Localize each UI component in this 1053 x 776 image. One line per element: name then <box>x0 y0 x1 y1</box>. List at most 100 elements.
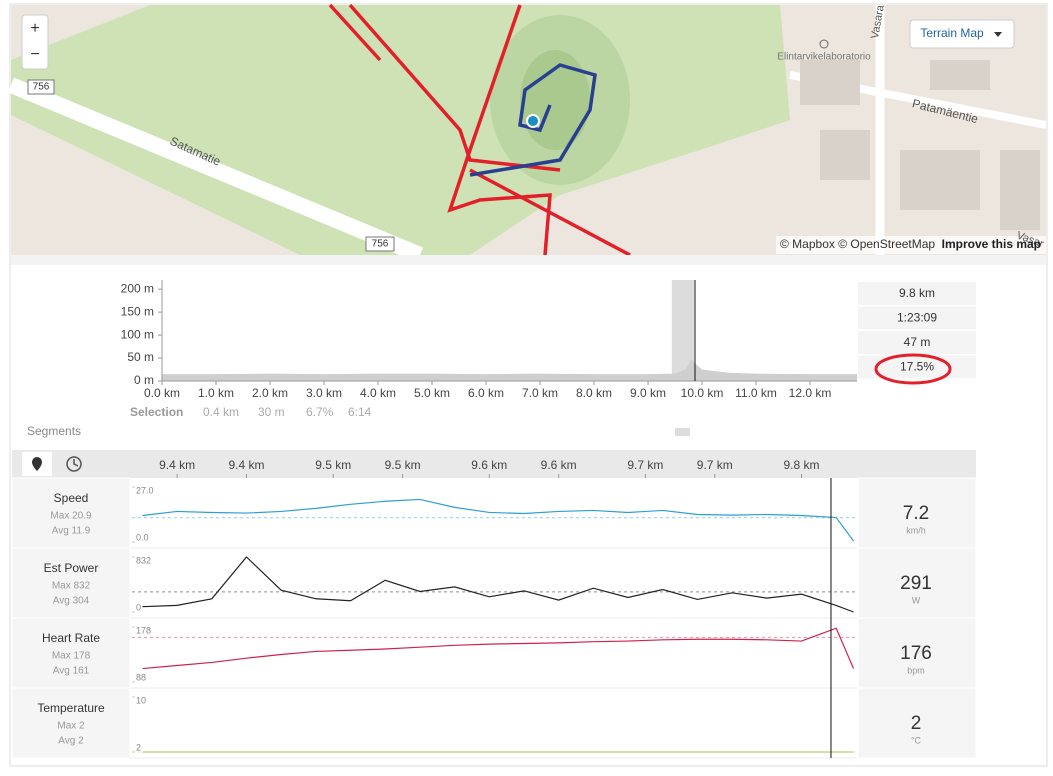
stream-current: 7.2 <box>903 503 929 524</box>
stream-current: 291 <box>900 573 932 594</box>
x-tick-label: 0.0 km <box>144 386 180 400</box>
y-tick-label: 178 <box>136 625 151 635</box>
stat-value: 47 m <box>904 335 931 349</box>
stream-avg: Avg 304 <box>53 596 90 607</box>
row-label-panel <box>11 477 131 549</box>
row-value-panel <box>857 547 977 619</box>
y-tick-label: 0 m <box>134 373 154 387</box>
selection-value: 6:14 <box>348 405 372 419</box>
selection-value: 6.7% <box>306 405 334 419</box>
stat-box <box>858 331 976 354</box>
selection-value: 30 m <box>258 405 285 419</box>
zoom-control[interactable] <box>21 14 49 70</box>
dropdown-arrow <box>994 32 1002 37</box>
stream-current: 2 <box>911 713 922 734</box>
stream-line <box>142 556 854 613</box>
stream-name: Temperature <box>37 701 105 715</box>
stat-box <box>858 306 976 330</box>
x-tick-label: 9.8 km <box>783 458 819 472</box>
stat-value: 9.8 km <box>899 286 935 300</box>
hill <box>520 50 590 150</box>
row-value-panel <box>857 477 977 549</box>
divider[interactable] <box>11 255 1046 265</box>
map-label: 756 <box>372 239 389 250</box>
x-tick-label: 6.0 km <box>468 386 504 400</box>
stat-box <box>858 282 976 305</box>
stream-name: Est Power <box>44 561 99 575</box>
road <box>7 77 424 263</box>
stream-max: Max 2 <box>57 721 85 732</box>
y-tick-label: 0.0 <box>136 532 149 542</box>
x-tick-label: 1.0 km <box>198 386 234 400</box>
highlight-circle <box>874 353 952 385</box>
map[interactable] <box>7 3 1047 263</box>
x-tick-label: 11.0 km <box>735 386 777 400</box>
stream-unit: W <box>912 595 921 605</box>
x-tick-label: 12.0 km <box>789 386 832 400</box>
map-label: © Mapbox © OpenStreetMap <box>780 237 935 251</box>
y-tick-label: 100 m <box>121 327 154 341</box>
selection-band <box>671 280 694 381</box>
stream-max: Max 20.9 <box>50 511 92 522</box>
x-tick-label: 9.5 km <box>315 458 351 472</box>
shield <box>27 79 55 95</box>
map-label: − <box>30 46 39 63</box>
pin-icon <box>32 457 42 471</box>
x-tick-label: 9.6 km <box>471 458 507 472</box>
stream-unit: km/h <box>906 525 926 535</box>
x-tick-label: 9.6 km <box>541 458 577 472</box>
position-dot <box>526 114 540 128</box>
y-tick-label: 88 <box>136 672 146 682</box>
x-tick-label: 7.0 km <box>522 386 558 400</box>
stat-value: 17.5% <box>900 360 934 374</box>
stream-avg: Avg 2 <box>58 736 84 747</box>
y-tick-label: 832 <box>136 555 151 565</box>
x-tick-label: 8.0 km <box>576 386 612 400</box>
stream-max: Max 832 <box>52 581 91 592</box>
segment-marker <box>675 428 690 436</box>
map-label: 756 <box>33 82 50 93</box>
clock-icon[interactable] <box>66 456 82 472</box>
x-tick-label: 9.7 km <box>627 458 663 472</box>
map-label: Vasara <box>869 3 887 39</box>
y-tick-label: 50 m <box>127 350 154 364</box>
selection-label: Selection <box>130 405 183 419</box>
layer-button[interactable] <box>909 19 1015 49</box>
x-tick-label: 3.0 km <box>306 386 342 400</box>
x-tick-label: 9.5 km <box>385 458 421 472</box>
map-label: + <box>30 20 39 37</box>
stream-name: Heart Rate <box>42 631 100 645</box>
row-label-panel <box>11 547 131 619</box>
clock-hands <box>73 459 79 467</box>
stream-unit: bpm <box>907 665 925 675</box>
attribution-bg <box>776 236 1046 254</box>
x-tick-label: 10.0 km <box>681 386 724 400</box>
stream-name: Speed <box>54 491 89 505</box>
row-value-panel <box>857 617 977 689</box>
x-tick-label: 9.7 km <box>697 458 733 472</box>
x-tick-label: 9.4 km <box>159 458 195 472</box>
y-tick-label: 27.0 <box>136 485 154 495</box>
x-tick-label: 9.4 km <box>228 458 264 472</box>
x-tick-label: 9.0 km <box>630 386 666 400</box>
stream-max: Max 178 <box>52 651 91 662</box>
segments-label: Segments <box>27 424 81 438</box>
poi-icon <box>819 39 829 49</box>
stat-value: 1:23:09 <box>897 311 937 325</box>
y-tick-label: 2 <box>136 742 141 752</box>
row-label-panel <box>11 617 131 689</box>
x-tick-label: 2.0 km <box>252 386 288 400</box>
stream-avg: Avg 161 <box>53 666 90 677</box>
map-label: Elintarvikelaboratorio <box>777 52 871 63</box>
x-tick-label: 4.0 km <box>360 386 396 400</box>
stream-current: 176 <box>900 643 932 664</box>
map-label: Terrain Map <box>920 26 984 40</box>
buildings <box>800 60 1040 230</box>
map-label: Improve this map <box>942 237 1041 251</box>
y-tick-label: 0 <box>136 602 141 612</box>
elevation-area <box>162 359 857 381</box>
y-tick-label: 10 <box>136 695 146 705</box>
y-tick-label: 200 m <box>121 281 154 295</box>
